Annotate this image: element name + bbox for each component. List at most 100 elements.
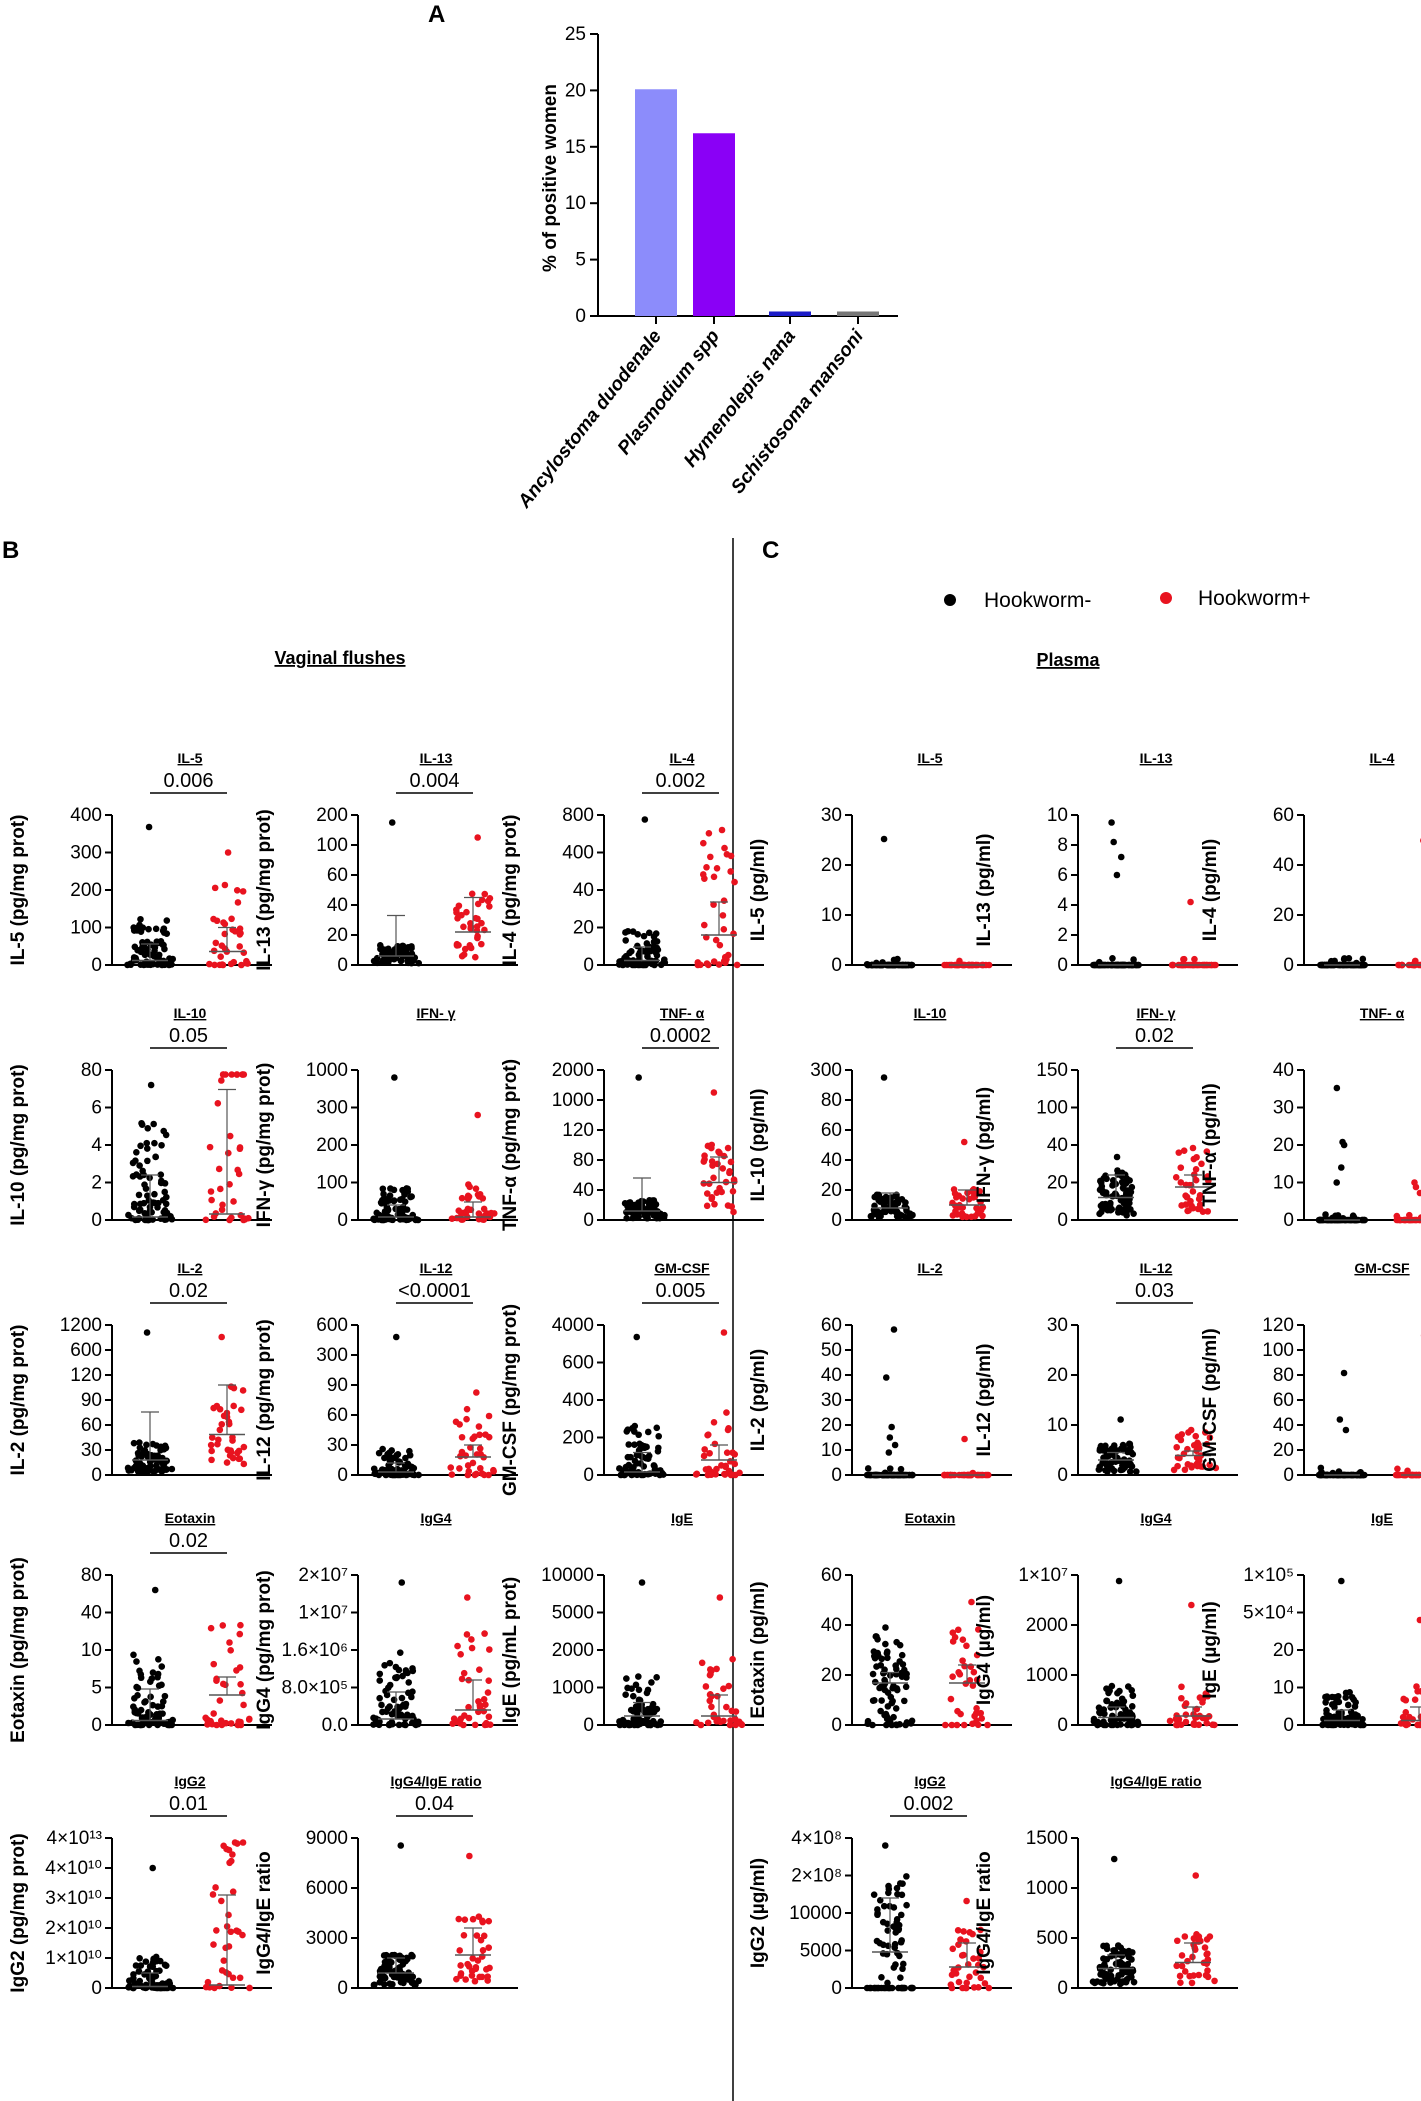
c-il-2-ytick-label: 10: [821, 1440, 842, 1461]
panel-a-letter: A: [428, 1, 445, 28]
b-igg4-ytick-label: 2×10⁷: [298, 1565, 348, 1586]
b-il-12-point-pos: [478, 1470, 486, 1477]
b-tnf-point-neg: [623, 1214, 630, 1222]
b-igg4-point-pos: [485, 1713, 493, 1721]
b-igg2-point-neg: [132, 1962, 140, 1969]
b-igg4-ige-ratio-point-pos: [464, 1960, 471, 1968]
c-il-12-point-pos: [1194, 1462, 1201, 1470]
b-il-10-point-neg: [168, 1215, 176, 1223]
c-igg4-point-pos: [1182, 1711, 1190, 1718]
b-il-13-point-pos: [474, 934, 481, 942]
c-il-2-point-neg: [888, 1423, 895, 1431]
b-igg4-ige-ratio-pvalue: 0.04: [415, 1793, 454, 1815]
c-il-10-ytick-label: 0: [831, 1210, 842, 1231]
c-il-13-point-neg: [1108, 819, 1115, 826]
b-il-10-point-pos: [230, 1198, 237, 1205]
b-ifn-point-pos: [475, 1210, 483, 1217]
b-tnf-point-pos: [709, 1162, 716, 1169]
b-il-10-point-pos: [214, 1100, 222, 1107]
c-igg4-point-pos: [1203, 1719, 1211, 1727]
b-ifn-point-pos: [475, 1193, 483, 1200]
b-ige-point-neg: [656, 1721, 664, 1728]
c-il-10-ytick-label: 300: [810, 1060, 842, 1081]
b-il-10-ytick-label: 80: [81, 1060, 102, 1081]
legend-marker-neg: [944, 594, 956, 606]
b-eotaxin-point-neg: [134, 1684, 142, 1692]
b-il-4-ytick-label: 400: [562, 843, 594, 864]
b-ige-point-neg: [632, 1681, 640, 1689]
c-igg2-point-neg: [890, 1904, 898, 1911]
b-il-2-point-pos: [239, 1387, 247, 1394]
c-igg4-ige-ratio-point-neg: [1107, 1952, 1115, 1960]
c-il-2-ytick-label: 40: [821, 1365, 842, 1386]
b-il-4-point-neg: [631, 961, 639, 969]
c-tnf-ytick-label: 20: [1273, 1135, 1294, 1156]
b-il-10-point-neg: [144, 1125, 152, 1132]
b-eotaxin-pvalue: 0.02: [169, 1530, 208, 1552]
b-il-4-point-pos: [727, 852, 735, 860]
c-tnf-point-neg: [1333, 1179, 1340, 1186]
b-igg4-ige-ratio-point-pos: [483, 1966, 490, 1973]
b-il-12-point-neg: [390, 1454, 398, 1462]
c-il-2-ytick-label: 60: [821, 1315, 842, 1336]
c-ifn-point-pos: [1199, 1208, 1207, 1215]
b-il-4-point-pos: [716, 941, 724, 949]
b-il-10-point-neg: [151, 1190, 158, 1198]
b-il-13-point-neg: [381, 951, 388, 958]
b-il-10-point-neg: [128, 1214, 136, 1222]
b-ige-point-neg: [633, 1710, 641, 1717]
b-tnf-point-pos: [703, 1202, 711, 1210]
c-ifn-ytick-label: 40: [1047, 1135, 1068, 1156]
b-il-2-point-pos: [218, 1420, 226, 1428]
b-igg4-ige-ratio-point-pos: [456, 1947, 464, 1954]
b-il-12-point-pos: [476, 1431, 483, 1439]
c-igg4-ige-ratio-point-neg: [1120, 1950, 1128, 1957]
b-il-5-point-pos: [237, 929, 244, 937]
b-il-5-point-pos: [233, 887, 241, 894]
b-il-12-point-pos: [471, 1471, 479, 1479]
b-ifn-title: IFN- γ: [417, 1005, 456, 1021]
c-igg4-ige-ratio-ytick-label: 1500: [1026, 1828, 1068, 1849]
c-eotaxin-point-pos: [973, 1705, 980, 1712]
b-igg4-point-pos: [465, 1703, 472, 1711]
b-il-10-point-pos: [240, 1071, 248, 1078]
b-il-5-y-title: IL-5 (pg/mg prot): [8, 815, 29, 966]
b-il-4-y-title: IL-4 (pg/mg prot): [500, 815, 521, 966]
c-il-2-point-neg: [897, 1465, 905, 1473]
c-eotaxin-ytick-label: 40: [821, 1615, 842, 1636]
b-il-4-ytick-label: 20: [573, 918, 594, 939]
b-igg2-point-neg: [136, 1977, 144, 1985]
c-igg4-ige-ratio-point-pos: [1178, 1962, 1186, 1970]
b-ige-point-pos: [702, 1683, 710, 1690]
b-igg4-ige-ratio-point-pos: [474, 1957, 482, 1964]
c-igg2-point-neg: [870, 1891, 878, 1898]
b-ifn-y-title: IFN-γ (pg/mg prot): [254, 1063, 275, 1228]
c-igg4-point-neg: [1117, 1711, 1125, 1718]
b-igg4-point-pos: [454, 1642, 461, 1650]
b-il-10-point-neg: [158, 1177, 165, 1185]
b-gm-csf-point-neg: [660, 1471, 667, 1478]
c-ige-point-neg: [1327, 1721, 1334, 1729]
b-il-5-point-pos: [211, 961, 218, 969]
c-il-10-point-neg: [868, 1213, 875, 1221]
b-il-10-point-pos: [202, 1216, 210, 1224]
c-igg2-point-neg: [875, 1984, 882, 1992]
c-ifn-point-pos: [1175, 1149, 1183, 1156]
c-eotaxin-point-neg: [877, 1707, 884, 1715]
b-il-12-point-pos: [490, 1466, 497, 1474]
b-igg2-point-pos: [225, 1846, 233, 1854]
b-il-13-point-neg: [385, 945, 392, 953]
c-ige-point-neg: [1346, 1688, 1353, 1696]
b-igg4-ige-ratio-point-neg: [386, 1980, 393, 1988]
b-eotaxin-point-neg: [131, 1721, 139, 1729]
b-ige-ytick-label: 5000: [552, 1603, 594, 1624]
c-igg4-point-pos: [1172, 1715, 1180, 1723]
c-il-2-point-neg: [882, 1374, 890, 1381]
c-eotaxin-point-pos: [949, 1673, 956, 1680]
b-igg4-point-neg: [376, 1677, 384, 1684]
c-tnf-y-title: TNF-α (pg/ml): [1200, 1083, 1221, 1207]
b-eotaxin-point-pos: [217, 1717, 225, 1724]
b-il-5-point-pos: [228, 915, 235, 923]
c-eotaxin-point-pos: [984, 1721, 991, 1729]
b-il-2-pvalue: 0.02: [169, 1280, 208, 1302]
